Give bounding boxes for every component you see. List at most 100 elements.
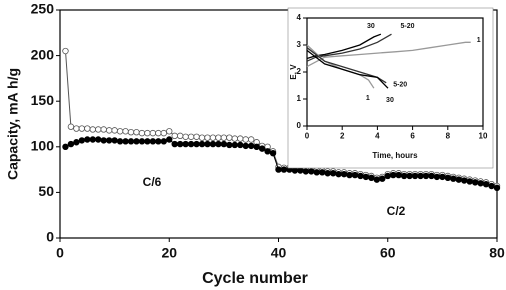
data-point (62, 143, 69, 150)
data-point (226, 134, 233, 141)
x-tick-label: 40 (271, 244, 287, 260)
data-point (84, 125, 91, 132)
data-point (488, 182, 495, 190)
data-point (220, 140, 228, 148)
y-tick-label: 0 (46, 229, 54, 245)
data-point (149, 129, 157, 137)
data-point (461, 177, 468, 184)
data-point (231, 135, 238, 142)
data-point (291, 167, 299, 174)
x-tick-label: 10 (479, 131, 488, 140)
y-tick-label: 1 (297, 94, 302, 103)
data-point (73, 125, 80, 132)
x-tick-label: 8 (446, 131, 451, 140)
data-point (127, 129, 135, 136)
x-tick-label: 20 (161, 244, 177, 260)
y-tick-label: 100 (31, 138, 55, 154)
curve-label: 1 (366, 95, 370, 102)
data-point (411, 172, 419, 180)
data-point (133, 129, 140, 136)
data-point (193, 140, 200, 148)
data-point (237, 141, 244, 149)
data-point (242, 142, 249, 150)
data-point (111, 137, 118, 144)
data-point (226, 141, 233, 149)
data-point (231, 141, 238, 149)
data-point (171, 132, 178, 140)
data-point (253, 143, 260, 150)
data-point (155, 129, 162, 137)
series-line (306, 33, 382, 60)
data-point (67, 123, 75, 130)
data-point (422, 172, 430, 180)
data-point (335, 170, 342, 178)
data-point (308, 168, 315, 175)
data-point (122, 138, 129, 145)
data-point (122, 128, 129, 135)
data-point (89, 126, 96, 133)
data-point (439, 173, 446, 181)
inset-y-label: E, V (289, 64, 298, 80)
y-tick-label: 50 (38, 183, 54, 199)
curve-label: 30 (386, 97, 394, 104)
data-point (111, 127, 118, 134)
data-point (95, 136, 102, 143)
y-tick-label: 3 (297, 40, 302, 49)
data-point (198, 134, 206, 141)
data-point (209, 134, 217, 141)
data-point (258, 145, 266, 152)
data-point (493, 184, 501, 192)
data-point (428, 172, 435, 180)
data-point (78, 137, 86, 144)
data-point (95, 126, 102, 133)
data-point (187, 140, 195, 148)
x-tick-label: 80 (489, 244, 505, 260)
data-point (346, 171, 353, 179)
data-point (477, 180, 484, 187)
series-line (306, 41, 471, 68)
data-point (73, 139, 80, 146)
data-point (406, 172, 413, 180)
data-point (176, 140, 184, 148)
data-point (215, 134, 222, 141)
data-point (220, 134, 228, 141)
data-point (78, 125, 86, 132)
data-point (182, 140, 189, 148)
data-point (302, 168, 310, 175)
x-tick-label: 0 (305, 131, 310, 140)
data-point (166, 136, 173, 143)
data-point (67, 140, 75, 148)
x-tick-label: 0 (56, 244, 64, 260)
x-tick-label: 60 (380, 244, 396, 260)
annotation: C/2 (387, 204, 406, 218)
data-point (237, 135, 244, 142)
data-point (204, 140, 211, 148)
data-point (455, 176, 462, 183)
data-point (313, 169, 320, 176)
series-line (306, 49, 389, 89)
data-point (171, 140, 178, 148)
data-point (264, 148, 271, 155)
data-point (127, 138, 135, 145)
data-point (466, 178, 473, 185)
data-point (116, 128, 124, 135)
data-point (144, 138, 151, 145)
data-point (390, 171, 397, 179)
curve-label: 5-20 (400, 23, 414, 30)
data-point (160, 138, 167, 145)
data-point (433, 173, 441, 181)
data-point (105, 137, 113, 144)
data-point (138, 138, 146, 145)
data-point (482, 180, 490, 188)
data-point (105, 127, 113, 134)
data-point (373, 176, 381, 183)
curve-label: 5-20 (393, 82, 407, 89)
data-point (275, 166, 282, 173)
data-point (280, 166, 288, 173)
y-tick-label: 0 (297, 121, 302, 130)
data-point (242, 136, 249, 143)
data-point (351, 171, 359, 179)
data-point (155, 138, 162, 145)
data-point (133, 138, 140, 145)
data-point (417, 172, 424, 180)
